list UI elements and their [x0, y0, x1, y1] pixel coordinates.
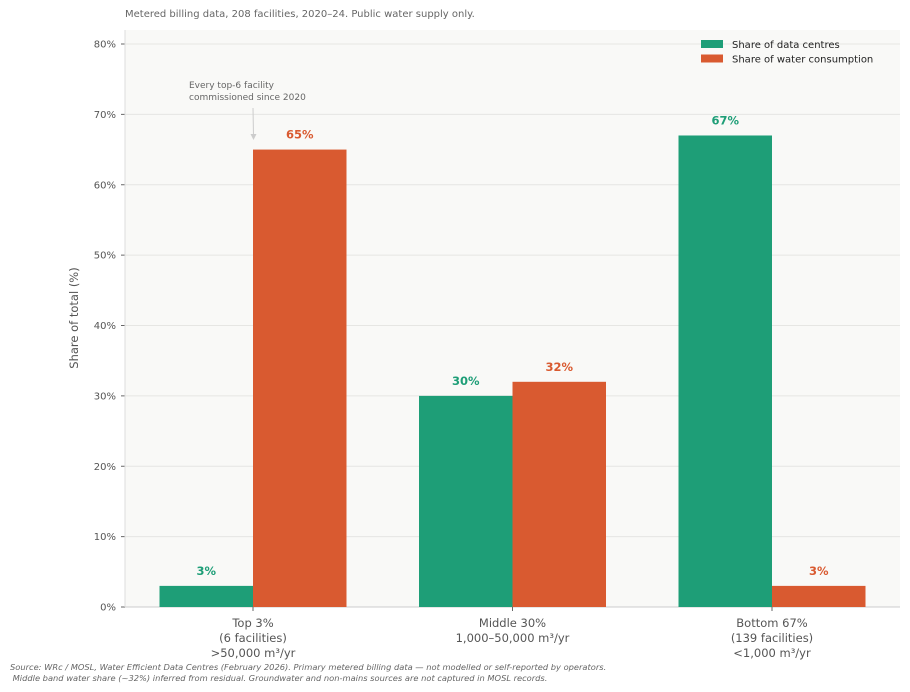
y-axis-label: Share of total (%) [67, 267, 81, 368]
legend-swatch [701, 40, 723, 48]
x-tick-label: (6 facilities) [219, 631, 287, 645]
bar-water-2 [512, 381, 606, 607]
source-note: Source: WRc / MOSL, Water Efficient Data… [10, 662, 606, 683]
x-tick-label: >50,000 m³/yr [211, 646, 296, 660]
annotation-text: commissioned since 2020 [189, 93, 306, 103]
x-tick-label: Top 3% [231, 616, 273, 630]
y-tick-label: 0% [100, 603, 116, 614]
legend-label: Share of water consumption [732, 55, 873, 66]
y-tick-label: 40% [94, 321, 116, 332]
x-tick-label: <1,000 m³/yr [733, 646, 811, 660]
bar-data-centres-1 [159, 585, 253, 607]
chart-subtitle: Metered billing data, 208 facilities, 20… [125, 9, 475, 20]
bar-value-label: 30% [452, 374, 480, 388]
legend-label: Share of data centres [732, 40, 840, 51]
bar-water-3 [772, 585, 866, 607]
bar-data-centres-3 [678, 135, 772, 608]
x-tick-label: 1,000–50,000 m³/yr [456, 631, 570, 645]
bar-value-label: 3% [809, 564, 829, 578]
bar-value-label: 67% [711, 113, 739, 127]
bar-data-centres-2 [419, 395, 513, 607]
y-tick-label: 70% [94, 110, 116, 121]
annotation-text: Every top-6 facility [189, 81, 275, 91]
legend-swatch [701, 54, 723, 63]
annotation-arrowhead [250, 134, 257, 140]
bar-value-label: 3% [196, 564, 216, 578]
y-tick-label: 20% [94, 462, 116, 473]
bar-value-label: 32% [545, 360, 573, 374]
annotation-arrow [252, 107, 254, 137]
source-line-1: Source: WRc / MOSL, Water Efficient Data… [10, 662, 607, 672]
bar-water-1 [253, 149, 347, 607]
x-tick-label: Bottom 67% [736, 616, 807, 630]
source-line-2: Middle band water share (~32%) inferred … [10, 672, 548, 683]
x-tick-label: (139 facilities) [731, 631, 813, 645]
bar-value-label: 65% [286, 128, 314, 142]
x-tick-label: Middle 30% [479, 616, 546, 630]
y-tick-label: 50% [94, 251, 116, 262]
y-tick-label: 80% [94, 40, 116, 51]
y-tick-label: 10% [94, 532, 116, 543]
y-tick-label: 30% [94, 391, 116, 402]
y-tick-label: 60% [94, 180, 116, 191]
